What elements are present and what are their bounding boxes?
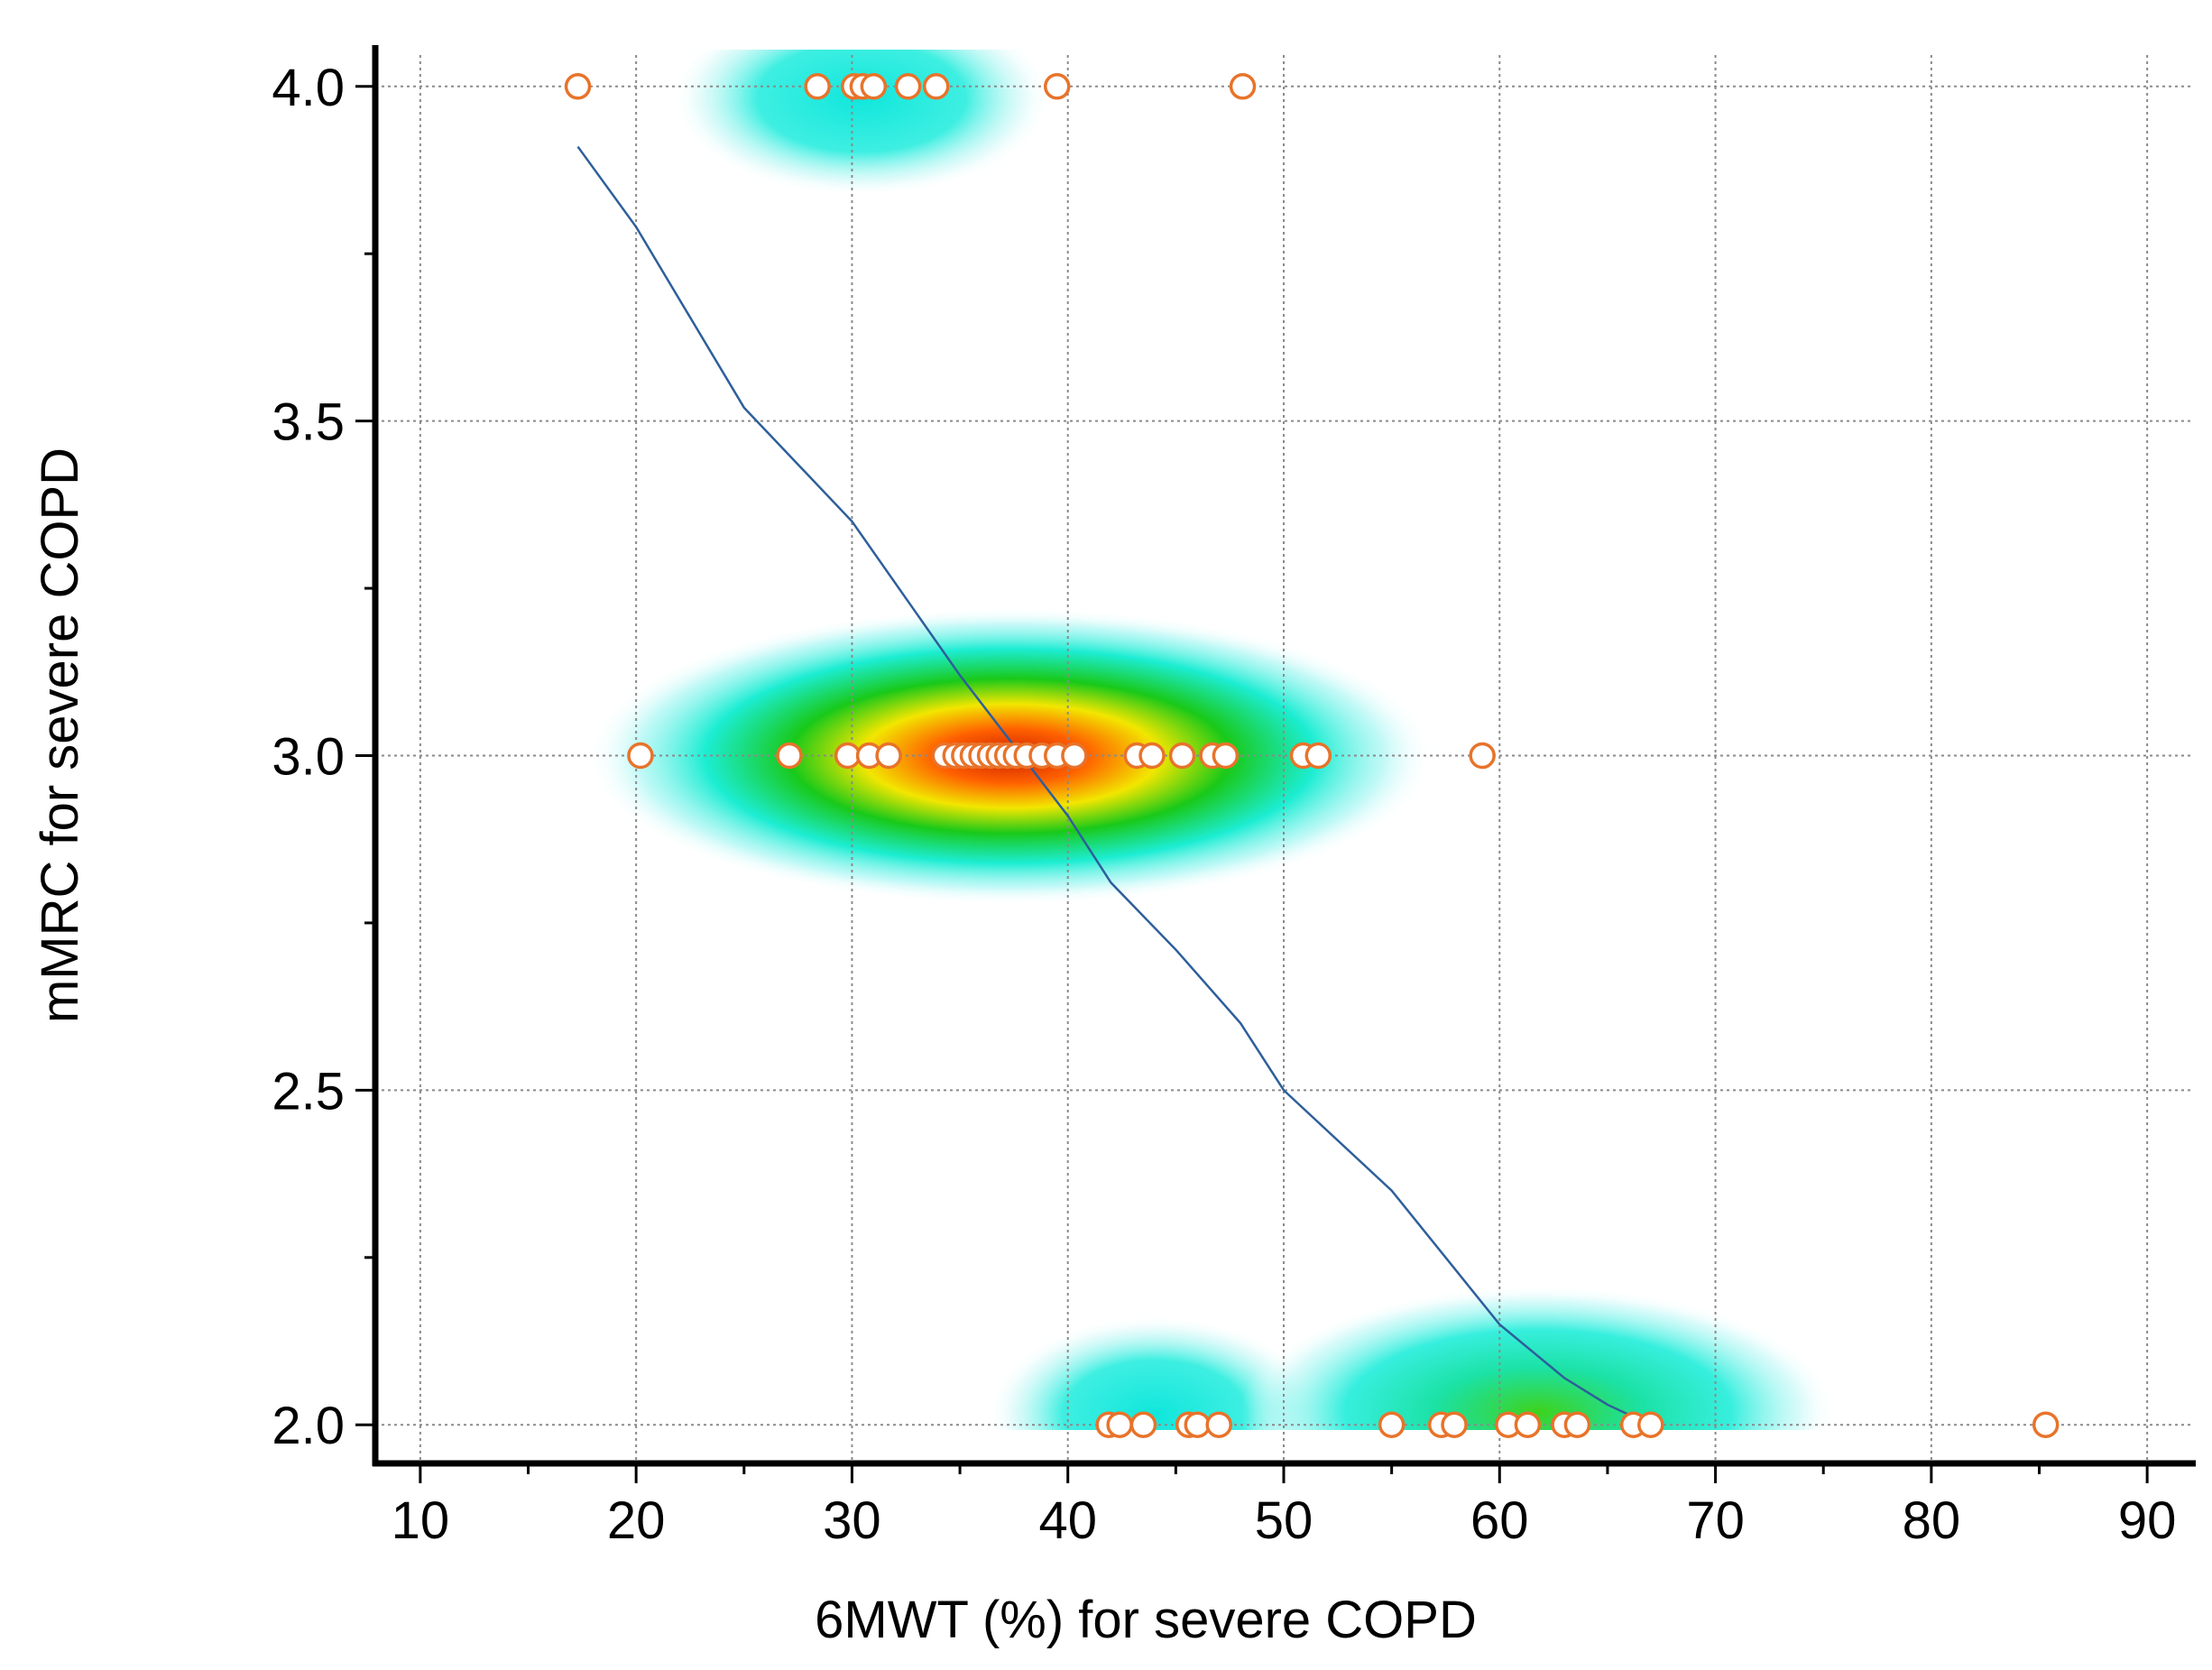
data-point (1138, 742, 1166, 770)
x-tick-label: 60 (1470, 1491, 1529, 1550)
y-axis-title: mMRC for severe COPD (31, 447, 89, 1023)
grid-lines (375, 55, 2190, 1463)
data-points (564, 73, 2060, 1438)
fit-line (576, 145, 1652, 1426)
tick-labels: 10 20 30 40 50 60 70 80 90 2.0 2.5 3.0 3.5 4.0 (272, 59, 2176, 1550)
data-point (1061, 742, 1088, 770)
density-cluster-bottom-left (988, 1315, 1322, 1430)
axes (355, 45, 2196, 1483)
x-tick-label: 30 (823, 1491, 881, 1550)
data-point (923, 73, 950, 100)
data-point (1563, 1411, 1591, 1438)
data-point (875, 742, 902, 770)
data-point (2032, 1411, 2060, 1438)
x-tick-label: 80 (1903, 1491, 1961, 1550)
x-tick-label: 20 (607, 1491, 666, 1550)
data-point (1637, 1411, 1664, 1438)
x-tick-label: 10 (392, 1491, 450, 1550)
data-point (834, 742, 862, 770)
data-point (1229, 73, 1257, 100)
x-tick-label: 70 (1686, 1491, 1745, 1550)
y-tick-label: 3.0 (272, 728, 345, 787)
data-point (1106, 1411, 1133, 1438)
data-point (776, 742, 803, 770)
x-tick-label: 90 (2118, 1491, 2177, 1550)
data-point (1184, 1411, 1212, 1438)
data-point (1044, 73, 1071, 100)
density-cluster-bottom-right (1240, 1286, 1836, 1430)
data-point (1168, 742, 1196, 770)
data-point (1304, 742, 1332, 770)
data-point (1205, 1411, 1232, 1438)
data-point (804, 73, 831, 100)
y-tick-label: 4.0 (272, 59, 345, 117)
data-point (1514, 1411, 1542, 1438)
x-tick-label: 40 (1038, 1491, 1097, 1550)
y-tick-label: 3.5 (272, 393, 345, 452)
data-point (1129, 1411, 1157, 1438)
data-point (1469, 742, 1496, 770)
data-point (1441, 1411, 1468, 1438)
data-point (860, 73, 888, 100)
x-tick-label: 50 (1255, 1491, 1313, 1550)
data-point (1378, 1411, 1406, 1438)
data-point (1212, 742, 1240, 770)
y-tick-label: 2.5 (272, 1062, 345, 1121)
data-point (564, 73, 592, 100)
y-tick-label: 2.0 (272, 1397, 345, 1455)
data-point (627, 742, 654, 770)
data-point (894, 73, 922, 100)
x-axis-title: 6MWT (%) for severe COPD (815, 1591, 1477, 1649)
